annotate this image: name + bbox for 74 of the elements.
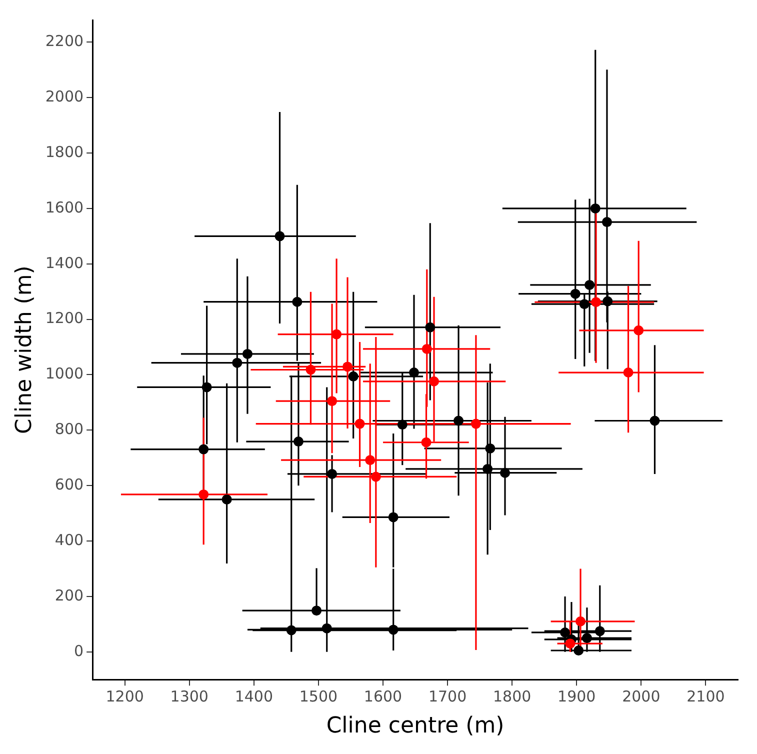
point [422, 344, 432, 354]
point [485, 443, 496, 454]
point [242, 348, 252, 359]
point [650, 416, 660, 426]
point [623, 368, 634, 378]
point [293, 436, 304, 447]
point [570, 288, 580, 299]
point [590, 203, 600, 214]
point [634, 325, 644, 336]
point [202, 382, 212, 392]
y-tick-label: 1200 [45, 309, 84, 328]
point [421, 437, 432, 448]
point [306, 364, 316, 375]
point [332, 329, 342, 340]
point [594, 626, 605, 636]
y-axis-title: Cline width (m) [12, 266, 37, 434]
x-tick-label: 1300 [170, 687, 208, 706]
point [342, 362, 353, 372]
y-tick-label: 600 [54, 475, 84, 494]
point [327, 396, 338, 406]
y-tick-label: 1400 [45, 254, 84, 272]
point [322, 623, 332, 634]
y-tick-label: 1800 [45, 142, 84, 161]
point [274, 231, 285, 242]
point [602, 217, 612, 228]
x-tick-label: 2000 [622, 687, 660, 706]
y-tick-label: 800 [54, 420, 84, 438]
point [425, 322, 436, 332]
point [584, 280, 595, 290]
point [354, 418, 365, 429]
point [222, 494, 232, 504]
point [388, 512, 398, 522]
point [576, 616, 586, 626]
point [500, 468, 510, 478]
point [591, 297, 602, 308]
point [312, 606, 322, 616]
x-axis-title: Cline centre (m) [326, 714, 504, 739]
point [482, 464, 493, 474]
point [397, 420, 408, 430]
x-tick-label: 1200 [106, 687, 144, 706]
y-tick-label: 200 [54, 586, 84, 604]
point [574, 646, 584, 656]
point [286, 625, 296, 636]
point [560, 627, 570, 638]
point [582, 633, 592, 644]
point [292, 296, 302, 307]
point [327, 468, 338, 479]
point [408, 368, 419, 378]
x-tick-label: 1500 [299, 687, 338, 706]
x-tick-label: 2100 [686, 687, 725, 706]
y-tick-label: 2000 [45, 87, 84, 106]
y-tick-label: 400 [54, 530, 84, 549]
point [232, 358, 242, 368]
point [565, 638, 576, 649]
x-tick-label: 1600 [364, 687, 402, 706]
y-tick-label: 1600 [45, 198, 84, 216]
y-tick-label: 2200 [45, 32, 84, 50]
x-tick-label: 1700 [428, 687, 467, 706]
point [370, 472, 381, 482]
point [454, 416, 464, 426]
point [348, 371, 358, 382]
point [388, 624, 398, 635]
point [365, 455, 376, 466]
y-tick-label: 1000 [45, 364, 84, 383]
x-tick-label: 1800 [493, 687, 532, 706]
point [470, 418, 481, 429]
point [579, 299, 590, 310]
point [198, 444, 209, 454]
x-tick-label: 1400 [234, 687, 274, 706]
y-tick-label: 0 [74, 642, 84, 660]
point [602, 296, 613, 306]
x-tick-label: 1900 [558, 687, 596, 706]
point [429, 376, 440, 386]
point [198, 489, 209, 500]
